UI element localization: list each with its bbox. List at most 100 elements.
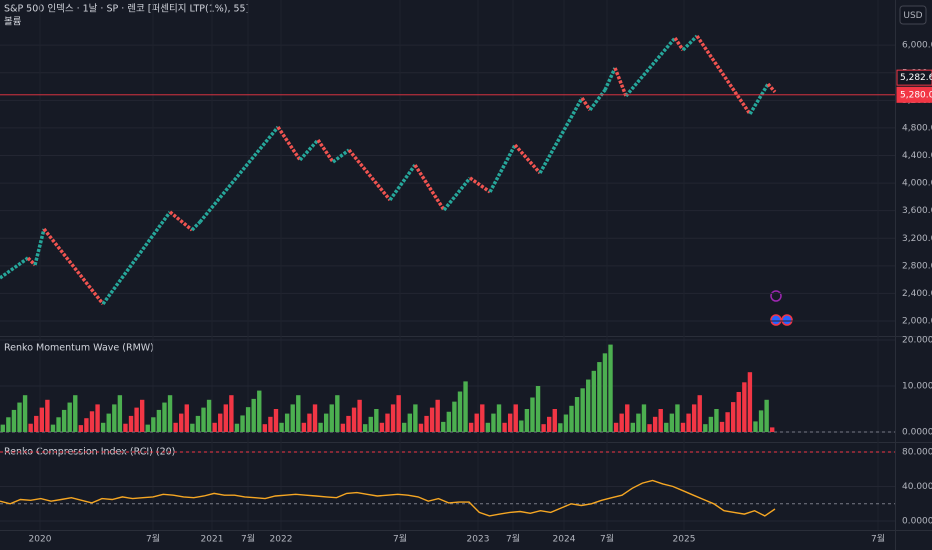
event-icon[interactable] [770,290,782,302]
bar [641,404,647,432]
y-tick-label: 20.0000 [902,336,932,346]
x-tick-label: 7월 [393,533,407,545]
renko-segment [42,227,105,306]
bar [151,417,156,432]
bar [574,397,580,432]
bar [652,416,658,432]
bar [329,404,334,432]
bar [17,402,22,432]
currency-button[interactable] [899,5,927,25]
renko-segment [26,256,37,267]
bar [100,422,106,432]
y-tick-label: 10.0000 [902,381,932,391]
bar [173,422,178,432]
x-tick-label: 7월 [241,533,255,545]
x-tick-label: 2024 [553,535,576,545]
bar [368,416,373,432]
bar [708,416,714,432]
bar [608,344,613,432]
renko-segment [347,148,392,202]
bar [234,423,240,432]
bar [223,404,228,432]
bar [251,398,256,432]
bar [686,413,691,432]
event-icon[interactable] [781,314,793,326]
renko-segment [190,220,202,232]
bar [764,399,769,432]
bar [357,399,362,432]
bar [179,413,184,432]
bar [262,424,268,432]
renko-segment [673,37,685,51]
bar [569,405,574,432]
bar [725,412,730,432]
price-label: 5,282.690 [900,73,932,83]
bar [602,353,608,432]
bar [441,421,446,432]
bar [134,407,139,432]
bar [374,408,379,432]
bar [452,401,457,432]
bar [6,417,11,432]
bar [407,413,412,432]
bar [240,415,245,432]
volume-label: 볼륨 [4,17,22,28]
bar [379,422,385,432]
y-tick-label: 3,200.000 [902,234,932,244]
bar [22,395,28,432]
y-tick-label: 2,800.000 [902,261,932,271]
event-icon[interactable] [770,314,782,326]
price-label: 5,280.000 [900,90,932,100]
bar [390,404,396,432]
bar [396,395,401,432]
bar [619,413,624,432]
price-label-box [896,86,932,103]
bar [201,407,206,432]
bar [480,404,485,432]
bar [418,423,424,432]
bar [519,420,524,432]
bar [758,410,764,432]
bar [513,404,518,432]
bar [323,413,329,432]
renko-segment [0,256,30,280]
bar [95,404,100,432]
currency-label[interactable]: USD [903,11,922,21]
bar [730,402,736,432]
pane-title: Renko Momentum Wave (RMW) [4,343,154,354]
bar [664,422,669,432]
bar [625,404,630,432]
bar [474,413,479,432]
y-tick-label: 0.0000 [902,427,932,437]
bar [346,415,351,432]
bar [145,424,150,432]
bar [340,423,346,432]
bar [613,422,619,432]
bar [385,413,390,432]
renko-segment [748,83,770,115]
bar [429,407,435,432]
bar [279,422,284,432]
bar [457,391,463,432]
bar [167,395,173,432]
bar [591,370,596,432]
bar [736,391,741,432]
bar [647,424,652,432]
x-tick-label: 7월 [600,533,614,545]
chart-title: S&P 500 인덱스 · 1날 · SP · 렌코 [퍼센티지 LTP(1%)… [4,4,249,15]
bar [658,408,663,432]
bar [552,408,557,432]
bar [67,402,72,432]
bar [45,399,50,432]
bar [363,424,368,432]
renko-segment [766,82,777,94]
bar [691,404,697,432]
bar [229,395,234,432]
y-tick-label: 40.0000 [902,482,932,492]
y-tick-label: 4,800.000 [902,123,932,133]
y-tick-label: 2,000.000 [902,317,932,327]
price-label-box [896,69,932,86]
bar [195,415,201,432]
y-tick-label: 80.0000 [902,448,932,458]
